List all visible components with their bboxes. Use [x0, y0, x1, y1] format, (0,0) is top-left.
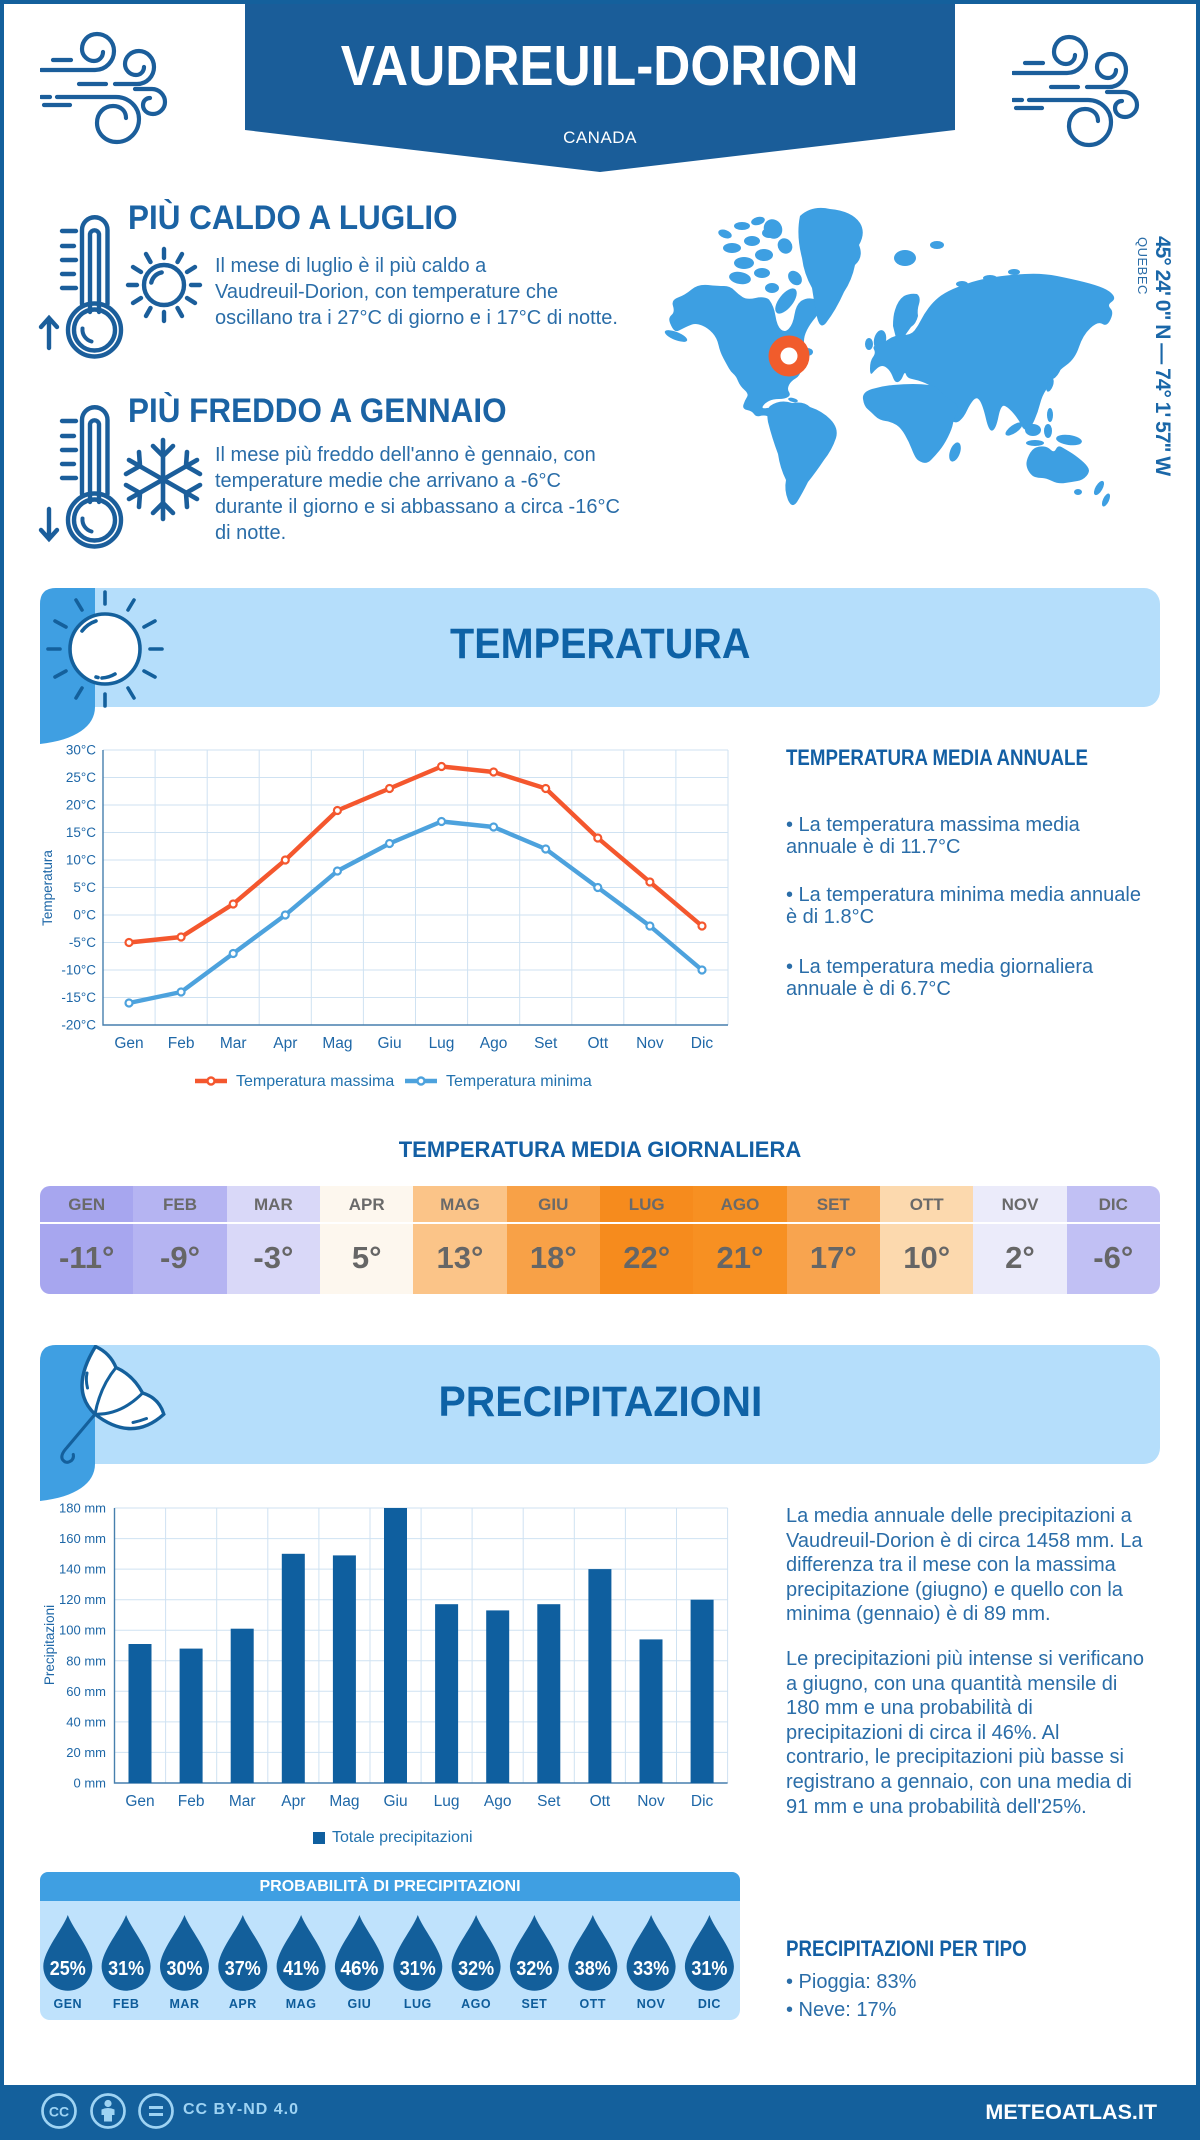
- svg-text:30%: 30%: [167, 1957, 203, 1980]
- svg-text:OTT: OTT: [580, 1997, 607, 2011]
- svg-text:NOV: NOV: [637, 1997, 666, 2011]
- svg-text:25°C: 25°C: [66, 770, 96, 785]
- svg-text:32%: 32%: [516, 1957, 552, 1980]
- svg-text:31%: 31%: [400, 1957, 436, 1980]
- svg-text:Dic: Dic: [691, 1793, 714, 1810]
- svg-text:Nov: Nov: [636, 1035, 664, 1052]
- svg-text:Dic: Dic: [691, 1035, 714, 1052]
- svg-text:Feb: Feb: [178, 1793, 205, 1810]
- svg-text:Ott: Ott: [590, 1793, 611, 1810]
- svg-text:38%: 38%: [575, 1957, 611, 1980]
- svg-text:Feb: Feb: [168, 1035, 195, 1052]
- svg-text:AGO: AGO: [461, 1997, 491, 2011]
- svg-text:Temperatura massima: Temperatura massima: [236, 1073, 394, 1090]
- svg-text:0°C: 0°C: [73, 908, 96, 923]
- svg-text:-20°C: -20°C: [61, 1018, 96, 1033]
- svg-text:Ago: Ago: [480, 1035, 508, 1052]
- svg-text:-15°C: -15°C: [61, 990, 96, 1005]
- svg-text:32%: 32%: [458, 1957, 494, 1980]
- svg-text:80 mm: 80 mm: [66, 1653, 106, 1668]
- svg-text:Nov: Nov: [637, 1793, 665, 1810]
- svg-text:140 mm: 140 mm: [59, 1562, 106, 1577]
- svg-text:DIC: DIC: [698, 1997, 721, 2011]
- svg-text:Giu: Giu: [383, 1793, 407, 1810]
- svg-text:Set: Set: [534, 1035, 558, 1052]
- svg-text:Apr: Apr: [273, 1035, 297, 1052]
- svg-text:APR: APR: [229, 1997, 257, 2011]
- svg-text:15°C: 15°C: [66, 825, 96, 840]
- svg-text:5°C: 5°C: [73, 880, 96, 895]
- svg-text:GEN: GEN: [54, 1997, 83, 2011]
- svg-text:30°C: 30°C: [66, 743, 96, 758]
- svg-text:FEB: FEB: [113, 1997, 140, 2011]
- svg-text:Precipitazioni: Precipitazioni: [42, 1605, 57, 1685]
- svg-text:SET: SET: [521, 1997, 547, 2011]
- svg-text:0 mm: 0 mm: [74, 1776, 107, 1791]
- svg-text:Temperatura: Temperatura: [40, 850, 55, 926]
- svg-text:-5°C: -5°C: [69, 935, 96, 950]
- svg-text:41%: 41%: [283, 1957, 319, 1980]
- svg-text:Mar: Mar: [229, 1793, 256, 1810]
- svg-text:31%: 31%: [691, 1957, 727, 1980]
- svg-text:Lug: Lug: [429, 1035, 455, 1052]
- svg-text:180 mm: 180 mm: [59, 1501, 106, 1516]
- svg-text:10°C: 10°C: [66, 853, 96, 868]
- svg-text:MAR: MAR: [170, 1997, 200, 2011]
- svg-text:100 mm: 100 mm: [59, 1623, 106, 1638]
- svg-text:Temperatura minima: Temperatura minima: [446, 1073, 592, 1090]
- svg-text:Ott: Ott: [587, 1035, 608, 1052]
- svg-text:Gen: Gen: [125, 1793, 154, 1810]
- svg-text:Lug: Lug: [434, 1793, 460, 1810]
- svg-text:60 mm: 60 mm: [66, 1684, 106, 1699]
- svg-text:Mar: Mar: [220, 1035, 247, 1052]
- svg-text:Giu: Giu: [377, 1035, 401, 1052]
- svg-text:Set: Set: [537, 1793, 561, 1810]
- svg-text:Totale precipitazioni: Totale precipitazioni: [332, 1829, 473, 1846]
- svg-text:33%: 33%: [633, 1957, 669, 1980]
- svg-text:20 mm: 20 mm: [66, 1745, 106, 1760]
- svg-text:GIU: GIU: [348, 1997, 372, 2011]
- svg-text:-10°C: -10°C: [61, 963, 96, 978]
- svg-text:Ago: Ago: [484, 1793, 512, 1810]
- svg-text:20°C: 20°C: [66, 798, 96, 813]
- svg-text:120 mm: 120 mm: [59, 1592, 106, 1607]
- svg-text:Mag: Mag: [329, 1793, 359, 1810]
- svg-text:MAG: MAG: [286, 1997, 317, 2011]
- svg-text:CC: CC: [49, 2104, 69, 2120]
- svg-text:31%: 31%: [108, 1957, 144, 1980]
- svg-text:Gen: Gen: [114, 1035, 143, 1052]
- svg-text:LUG: LUG: [404, 1997, 432, 2011]
- svg-text:Apr: Apr: [281, 1793, 305, 1810]
- svg-text:37%: 37%: [225, 1957, 261, 1980]
- svg-text:40 mm: 40 mm: [66, 1714, 106, 1729]
- svg-text:25%: 25%: [50, 1957, 86, 1980]
- svg-text:Mag: Mag: [322, 1035, 352, 1052]
- svg-text:46%: 46%: [340, 1957, 378, 1980]
- svg-text:160 mm: 160 mm: [59, 1531, 106, 1546]
